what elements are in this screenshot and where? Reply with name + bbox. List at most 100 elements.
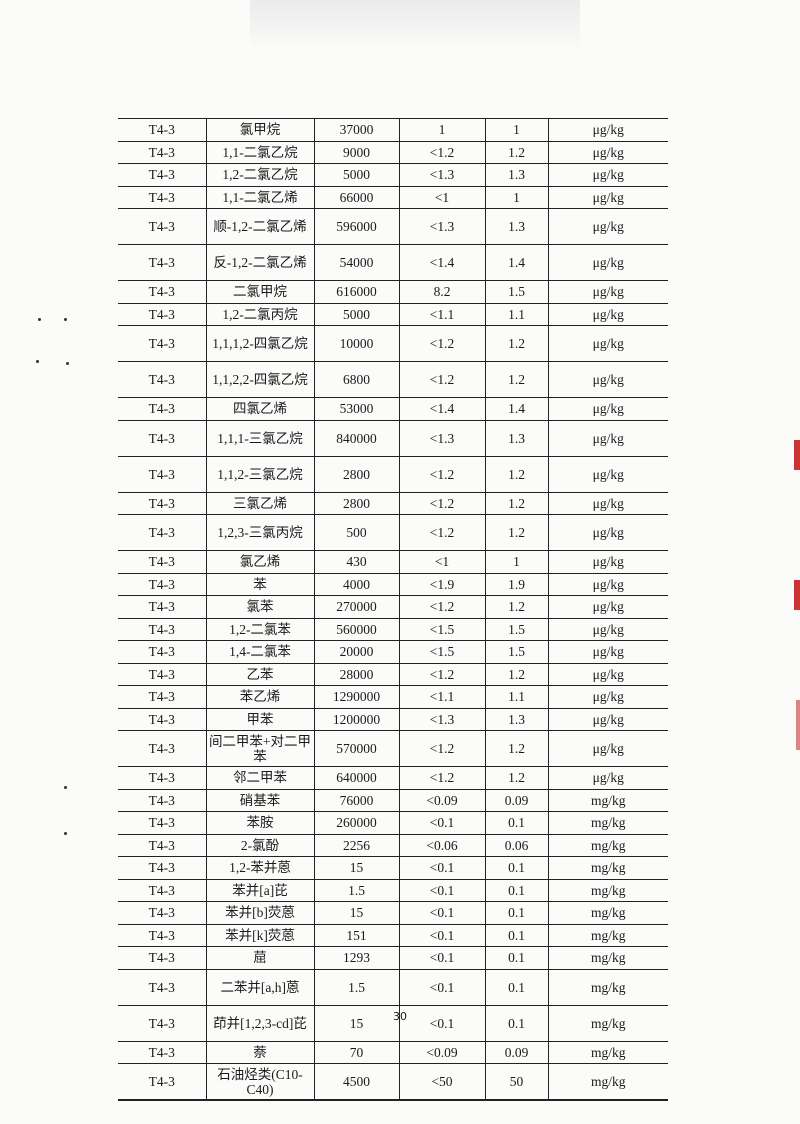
sample-id-cell: T4-3 xyxy=(118,788,206,812)
detection-limit-cell: 1.2 xyxy=(484,455,548,493)
unit-cell: μg/kg xyxy=(547,766,668,790)
analyte-cell: 间二甲苯+对二甲苯 xyxy=(205,730,314,767)
unit-cell: mg/kg xyxy=(547,878,668,902)
sample-id-cell: T4-3 xyxy=(118,325,206,362)
detection-limit-cell: 0.1 xyxy=(484,923,548,947)
sample-id-cell: T4-3 xyxy=(118,707,206,731)
unit-cell: μg/kg xyxy=(547,550,668,574)
sample-id-cell: T4-3 xyxy=(118,878,206,902)
table-row: T4-3 1,2-二氯丙烷 5000 <1.1 1.1 μg/kg xyxy=(118,302,668,326)
detection-limit-cell: 1.2 xyxy=(484,514,548,551)
table-row: T4-3 邻二甲苯 640000 <1.2 1.2 μg/kg xyxy=(118,766,668,790)
unit-cell: μg/kg xyxy=(547,208,668,245)
analyte-cell: 硝基苯 xyxy=(205,788,314,812)
table-row: T4-3 四氯乙烯 53000 <1.4 1.4 μg/kg xyxy=(118,397,668,421)
sample-id-cell: T4-3 xyxy=(118,572,206,596)
result-cell: <0.09 xyxy=(398,1040,485,1064)
result-cell: <1.5 xyxy=(398,617,485,641)
unit-cell: μg/kg xyxy=(547,514,668,551)
analyte-cell: 茚并[1,2,3-cd]芘 xyxy=(205,1004,314,1042)
detection-limit-cell: 1.5 xyxy=(484,640,548,664)
result-cell: <50 xyxy=(398,1063,485,1101)
result-cell: <1.4 xyxy=(398,244,485,281)
result-cell: <1.1 xyxy=(398,685,485,709)
table-row: T4-3 反-1,2-二氯乙烯 54000 <1.4 1.4 μg/kg xyxy=(118,244,668,281)
table-row: T4-3 䓛 1293 <0.1 0.1 mg/kg xyxy=(118,946,668,970)
unit-cell: μg/kg xyxy=(547,118,668,142)
unit-cell: μg/kg xyxy=(547,707,668,731)
result-cell: <1.5 xyxy=(398,640,485,664)
screening-value-cell: 2800 xyxy=(313,491,399,515)
table-row: T4-3 1,1,2-三氯乙烷 2800 <1.2 1.2 μg/kg xyxy=(118,455,668,493)
analyte-cell: 反-1,2-二氯乙烯 xyxy=(205,244,314,281)
analyte-cell: 三氯乙烯 xyxy=(205,491,314,515)
screening-value-cell: 15 xyxy=(313,901,399,925)
table-row: T4-3 1,2-二氯乙烷 5000 <1.3 1.3 μg/kg xyxy=(118,163,668,187)
detection-limit-cell: 1.2 xyxy=(484,662,548,686)
result-cell: <1 xyxy=(398,550,485,574)
analyte-cell: 顺-1,2-二氯乙烯 xyxy=(205,208,314,245)
unit-cell: mg/kg xyxy=(547,946,668,970)
unit-cell: μg/kg xyxy=(547,361,668,398)
screening-value-cell: 15 xyxy=(313,856,399,880)
detection-limit-cell: 0.09 xyxy=(484,788,548,812)
screening-value-cell: 76000 xyxy=(313,788,399,812)
unit-cell: μg/kg xyxy=(547,662,668,686)
analyte-cell: 四氯乙烯 xyxy=(205,397,314,421)
detection-limit-cell: 1.3 xyxy=(484,208,548,245)
table-row: T4-3 1,4-二氯苯 20000 <1.5 1.5 μg/kg xyxy=(118,640,668,664)
sample-id-cell: T4-3 xyxy=(118,1040,206,1064)
result-cell: <1.2 xyxy=(398,361,485,398)
scan-speck xyxy=(64,832,67,835)
sample-id-cell: T4-3 xyxy=(118,968,206,1006)
unit-cell: μg/kg xyxy=(547,280,668,304)
analyte-cell: 1,1,1-三氯乙烷 xyxy=(205,419,314,457)
detection-limit-cell: 1.2 xyxy=(484,140,548,164)
detection-limit-cell: 1 xyxy=(484,185,548,209)
analyte-cell: 1,1-二氯乙烷 xyxy=(205,140,314,164)
screening-value-cell: 9000 xyxy=(313,140,399,164)
result-cell: <0.1 xyxy=(398,946,485,970)
result-cell: <0.1 xyxy=(398,968,485,1006)
analyte-cell: 苯并[b]荧蒽 xyxy=(205,901,314,925)
analyte-cell: 氯乙烯 xyxy=(205,550,314,574)
analyte-cell: 邻二甲苯 xyxy=(205,766,314,790)
sample-id-cell: T4-3 xyxy=(118,946,206,970)
detection-limit-cell: 0.1 xyxy=(484,811,548,835)
screening-value-cell: 840000 xyxy=(313,419,399,457)
unit-cell: mg/kg xyxy=(547,788,668,812)
result-cell: <0.09 xyxy=(398,788,485,812)
result-cell: <0.1 xyxy=(398,811,485,835)
analyte-cell: 1,2-二氯丙烷 xyxy=(205,302,314,326)
table-row: T4-3 氯苯 270000 <1.2 1.2 μg/kg xyxy=(118,595,668,619)
unit-cell: μg/kg xyxy=(547,640,668,664)
analyte-cell: 1,1,2,2-四氯乙烷 xyxy=(205,361,314,398)
screening-value-cell: 616000 xyxy=(313,280,399,304)
analyte-cell: 萘 xyxy=(205,1040,314,1064)
red-stamp-edge xyxy=(794,440,800,470)
table-row: T4-3 苯胺 260000 <0.1 0.1 mg/kg xyxy=(118,811,668,835)
analyte-cell: 2-氯酚 xyxy=(205,833,314,857)
analyte-cell: 䓛 xyxy=(205,946,314,970)
result-cell: <0.1 xyxy=(398,901,485,925)
unit-cell: mg/kg xyxy=(547,1063,668,1101)
detection-limit-cell: 1.4 xyxy=(484,397,548,421)
scan-speck xyxy=(66,362,69,365)
detection-limit-cell: 1 xyxy=(484,118,548,142)
screening-value-cell: 37000 xyxy=(313,118,399,142)
sample-id-cell: T4-3 xyxy=(118,419,206,457)
analyte-cell: 苯胺 xyxy=(205,811,314,835)
sample-id-cell: T4-3 xyxy=(118,514,206,551)
table-row: T4-3 二氯甲烷 616000 8.2 1.5 μg/kg xyxy=(118,280,668,304)
scan-speck xyxy=(36,360,39,363)
sample-id-cell: T4-3 xyxy=(118,491,206,515)
screening-value-cell: 640000 xyxy=(313,766,399,790)
screening-value-cell: 2800 xyxy=(313,455,399,493)
analyte-cell: 二苯并[a,h]蒽 xyxy=(205,968,314,1006)
result-cell: <1.2 xyxy=(398,140,485,164)
table-row: T4-3 萘 70 <0.09 0.09 mg/kg xyxy=(118,1040,668,1064)
table-row: T4-3 苯 4000 <1.9 1.9 μg/kg xyxy=(118,572,668,596)
screening-value-cell: 5000 xyxy=(313,302,399,326)
result-cell: <1.3 xyxy=(398,419,485,457)
result-cell: <1.3 xyxy=(398,208,485,245)
